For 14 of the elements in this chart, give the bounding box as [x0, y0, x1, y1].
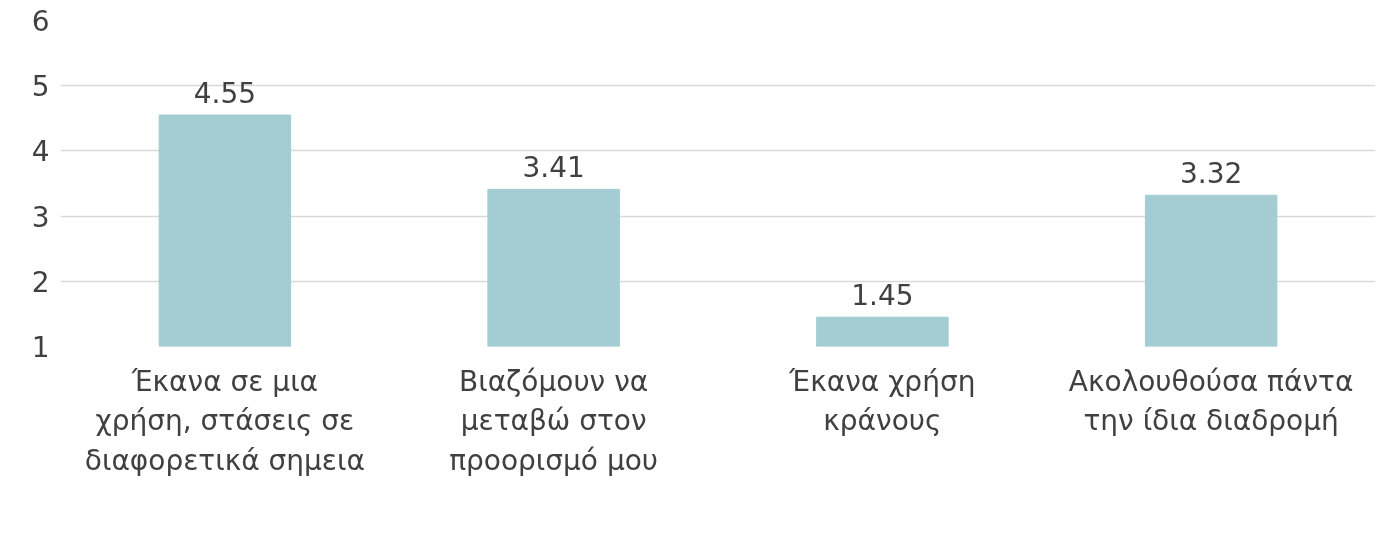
y-tick-label: 5 [31, 70, 50, 104]
x-tick-label: Ακολουθούσα πάντα την ίδια διαδρομή [1068, 364, 1354, 438]
x-tick-label: Έκανα χρήση κράνους [788, 364, 976, 438]
data-label: 3.32 [1179, 157, 1243, 191]
data-label: 3.41 [522, 151, 585, 185]
y-tick-label: 1 [31, 331, 50, 364]
data-label: 1.45 [851, 279, 914, 313]
x-tick-label: Έκανα σε μια χρήση, στάσεις σε διαφορετικά σημεια [84, 364, 365, 477]
x-tick-label: Βιαζόμουν να μεταβώ στον προορισμό μου [449, 364, 659, 477]
y-tick-label: 4 [31, 135, 50, 169]
y-tick-label: 6 [31, 5, 50, 38]
y-tick-label: 2 [31, 265, 50, 299]
y-tick-label: 3 [31, 200, 50, 234]
data-label: 4.55 [193, 77, 257, 111]
